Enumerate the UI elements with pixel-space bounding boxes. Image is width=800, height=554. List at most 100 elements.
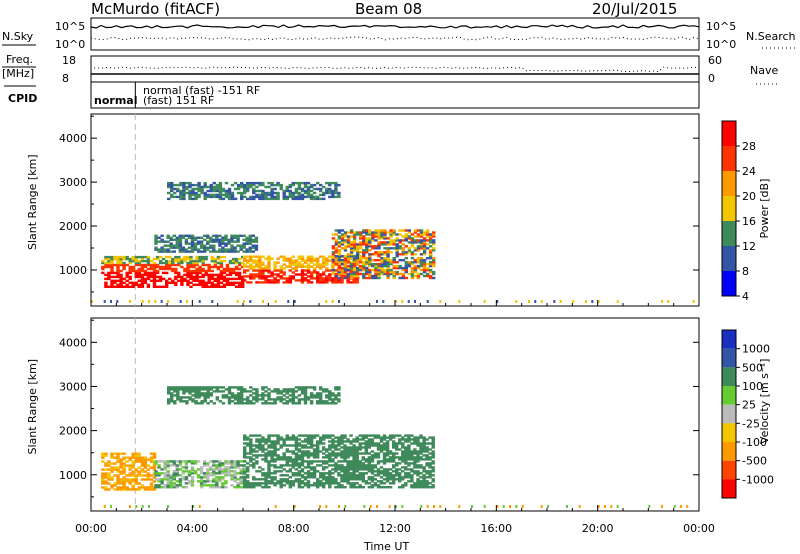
power-echo-cell (346, 274, 351, 278)
velocity-echo-cell (431, 466, 435, 469)
power-echo-cell (362, 255, 366, 258)
velocity-echo-cell (218, 386, 223, 389)
velocity-echo-cell (303, 394, 308, 397)
power-echo-cell (216, 261, 221, 265)
power-echo-cell (104, 273, 108, 277)
velocity-echo-cell (346, 460, 350, 463)
velocity-echo-cell (358, 434, 362, 437)
velocity-echo-cell (203, 474, 207, 477)
power-echo-cell (337, 245, 342, 248)
velocity-echo-cell (273, 464, 277, 467)
velocity-echo-cell (184, 478, 189, 481)
power-echo-cell (134, 283, 138, 286)
velocity-echo-cell (316, 402, 320, 405)
velocity-echo-cell (343, 448, 347, 451)
velocity-echo-cell (252, 466, 256, 469)
velocity-echo-cell (143, 470, 148, 473)
power-echo-cell (125, 273, 129, 277)
velocity-echo-cell (410, 476, 414, 479)
velocity-echo-cell (199, 476, 204, 479)
velocity-echo-cell (306, 442, 311, 445)
velocity-echo-cell (160, 482, 164, 485)
power-echo-cell (155, 275, 160, 279)
power-echo-cell (285, 259, 289, 262)
power-echo-cell (137, 269, 141, 273)
velocity-echo-cell (181, 478, 186, 481)
velocity-echo-cell (352, 478, 356, 481)
power-echo-cell (206, 248, 210, 251)
velocity-echo-cell (209, 484, 213, 487)
power-echo-cell (404, 251, 408, 254)
velocity-echo-cell (297, 388, 302, 391)
velocity-echo-cell (340, 478, 344, 481)
velocity-echo-cell (382, 478, 387, 481)
power-echo-cell (362, 261, 366, 264)
power-echo-cell (395, 245, 399, 248)
velocity-echo-cell (367, 442, 371, 445)
power-echo-cell (432, 231, 436, 234)
velocity-echo-cell (267, 438, 271, 441)
power-echo-cell (368, 229, 372, 232)
velocity-echo-cell (306, 450, 311, 453)
velocity-echo-cell (306, 474, 311, 477)
power-echo-cell (349, 245, 354, 248)
power-echo-cell (248, 248, 252, 251)
power-echo-cell (264, 277, 268, 280)
power-echo-cell (251, 234, 255, 237)
velocity-echo-cell (370, 434, 375, 437)
velocity-echo-cell (240, 390, 244, 393)
velocity-echo-cell (227, 398, 232, 401)
velocity-ground-cell (509, 505, 511, 508)
power-cbar-title: Power [dB] (758, 179, 771, 239)
power-echo-cell (359, 243, 363, 246)
velocity-echo-cell (143, 464, 148, 467)
velocity-echo-cell (325, 396, 329, 399)
power-echo-cell (181, 236, 186, 239)
velocity-echo-cell (279, 446, 283, 449)
velocity-echo-cell (309, 476, 314, 479)
velocity-echo-cell (227, 400, 232, 403)
power-echo-cell (152, 273, 157, 277)
power-echo-cell (297, 261, 302, 264)
velocity-echo-cell (243, 388, 247, 391)
time-axis: 00:00 04:00 08:00 12:00 16:00 20:00 00:00 (75, 300, 715, 535)
power-echo-cell (380, 270, 384, 274)
velocity-echo-cell (206, 388, 210, 391)
velocity-echo-cell (373, 452, 378, 455)
power-echo-cell (319, 187, 323, 191)
power-echo-cell (410, 241, 415, 244)
velocity-echo-cell (328, 484, 332, 487)
power-echo-cell (343, 257, 348, 260)
velocity-echo-cell (264, 438, 268, 441)
velocity-echo-cell (361, 452, 365, 455)
power-echo-cell (165, 259, 169, 263)
velocity-echo-cell (352, 484, 356, 487)
power-echo-cell (407, 272, 412, 276)
velocity-echo-cell (233, 472, 237, 475)
velocity-echo-cell (243, 456, 247, 459)
power-echo-cell (194, 197, 198, 201)
power-echo-cell (161, 267, 166, 271)
power-echo-cell (233, 197, 238, 201)
y-tick-label: 4000 (59, 132, 87, 145)
power-echo-cell (193, 246, 198, 249)
power-echo-cell (328, 181, 332, 185)
power-echo-cell (251, 250, 255, 253)
velocity-echo-cell (270, 478, 274, 481)
power-echo-cell (193, 248, 198, 251)
velocity-echo-cell (197, 396, 201, 399)
power-echo-cell (197, 187, 201, 191)
power-echo-cell (228, 281, 233, 284)
velocity-echo-cell (119, 488, 123, 491)
power-echo-cell (422, 237, 427, 240)
power-echo-cell (158, 285, 163, 288)
power-echo-cell (218, 238, 222, 241)
power-echo-cell (362, 229, 366, 232)
velocity-echo-cell (349, 466, 353, 469)
power-echo-cell (190, 250, 195, 253)
power-echo-cell (276, 193, 280, 197)
power-echo-cell (201, 255, 205, 259)
velocity-echo-cell (331, 464, 335, 467)
velocity-echo-cell (184, 482, 189, 485)
velocity-echo-cell (285, 448, 289, 451)
